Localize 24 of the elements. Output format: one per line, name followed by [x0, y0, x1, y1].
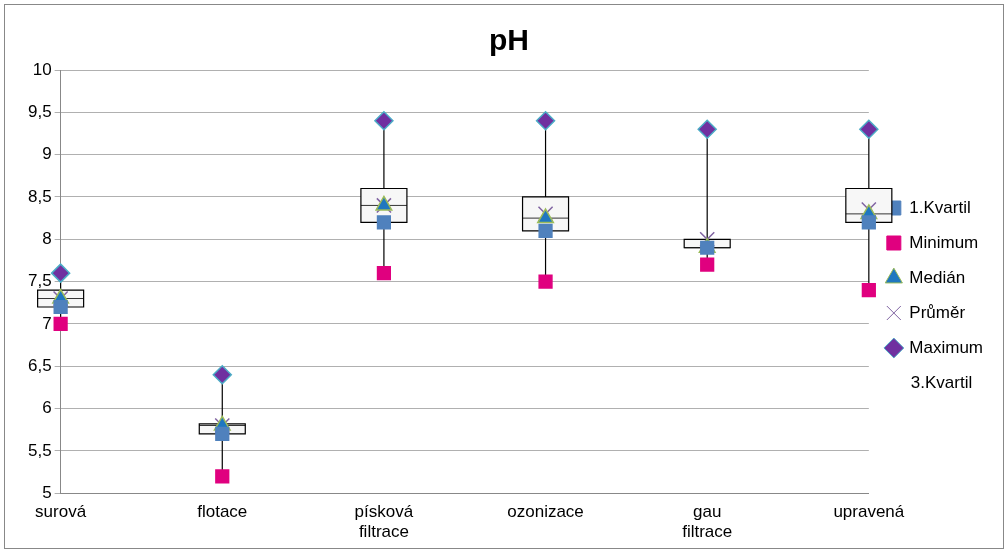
y-tick-label: 7 [42, 313, 52, 333]
legend-label: Medián [909, 267, 966, 287]
x-tick-label: gau filtrace [682, 502, 733, 542]
y-tick-label: 5 [42, 482, 52, 502]
y-tick-label: 7,5 [27, 271, 52, 291]
legend-label: Minimum [909, 232, 979, 252]
y-tick-label: 8 [42, 228, 52, 248]
legend-label: Průměr [909, 302, 966, 322]
legend-label: 1.Kvartil [909, 197, 971, 217]
legend-label: Maximum [909, 337, 983, 357]
y-tick-label: 8,5 [27, 186, 52, 206]
x-tick-label: písková filtrace [354, 502, 414, 542]
y-tick-label: 5,5 [27, 440, 52, 460]
y-tick-label: 10 [32, 59, 52, 79]
x-tick-label: upravená [833, 502, 905, 522]
x-tick-label: surová [35, 502, 87, 522]
x-tick-label: ozonizace [507, 502, 584, 522]
y-tick-label: 9 [42, 144, 52, 164]
text: 3.Kvartil [910, 372, 973, 392]
chart-title: pH [489, 23, 529, 57]
y-tick-label: 9,5 [27, 102, 52, 122]
y-tick-label: 6 [42, 398, 52, 418]
x-tick-label: flotace [197, 502, 248, 522]
y-tick-label: 6,5 [27, 355, 52, 375]
